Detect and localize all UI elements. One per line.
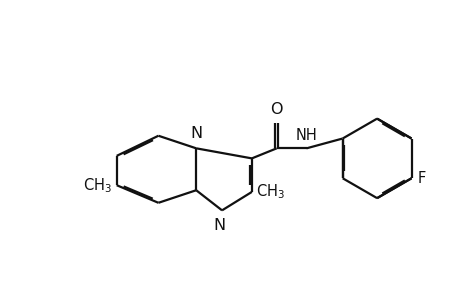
- Text: O: O: [270, 103, 282, 118]
- Text: NH: NH: [295, 128, 317, 142]
- Text: CH$_3$: CH$_3$: [83, 176, 112, 195]
- Text: N: N: [190, 126, 202, 141]
- Text: F: F: [416, 171, 425, 186]
- Text: N: N: [213, 218, 225, 233]
- Text: CH$_3$: CH$_3$: [256, 183, 285, 201]
